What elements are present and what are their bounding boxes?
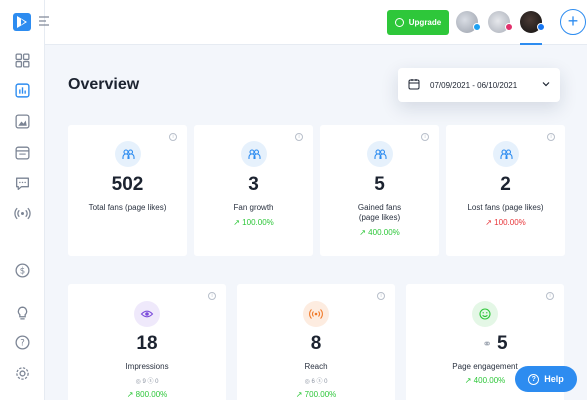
stat-change-up: ↗ 800.00% xyxy=(68,390,226,399)
paid-value: 0 xyxy=(155,379,159,385)
info-icon[interactable]: i xyxy=(295,133,303,141)
eye-icon xyxy=(134,301,160,327)
facebook-badge-icon xyxy=(537,23,545,31)
stat-change-value: 700.00% xyxy=(304,390,337,399)
stat-change-up: ↗ 100.00% xyxy=(194,218,313,227)
dashboard-icon[interactable] xyxy=(14,52,31,69)
calendar-icon xyxy=(408,78,420,92)
app-logo[interactable] xyxy=(12,12,32,32)
stat-value: 2 xyxy=(500,174,511,195)
upgrade-icon xyxy=(394,18,404,27)
stat-change-value: 400.00% xyxy=(473,376,506,385)
billing-icon[interactable]: $ xyxy=(14,262,31,279)
svg-text:?: ? xyxy=(20,339,25,349)
paid-icon: ⓢ xyxy=(316,379,323,385)
broadcast-icon xyxy=(303,301,329,327)
organic-value: 6 xyxy=(311,379,315,385)
top-bar: Upgrade + xyxy=(39,0,587,45)
active-account-indicator xyxy=(520,43,542,45)
stat-label: Lost fans (page likes) xyxy=(467,203,544,212)
stat-label: Fan growth xyxy=(233,203,274,212)
arrow-up-right-icon: ↗ xyxy=(126,390,134,399)
stat-change-value: 100.00% xyxy=(494,218,526,227)
stat-value: 8 xyxy=(310,333,322,354)
smile-icon xyxy=(472,301,498,327)
stat-card-impressions: i 18 Impressions ◎ 9 ⓢ 0 ↗ 800.00% xyxy=(68,284,226,400)
stat-card-fan-growth: i 3 Fan growth ↗ 100.00% xyxy=(194,125,313,256)
stat-label: Gained fans (page likes) xyxy=(357,203,402,222)
account-avatar-instagram[interactable] xyxy=(488,11,513,33)
stat-value: 18 xyxy=(136,333,158,354)
stat-label: Page engagement xyxy=(452,362,518,371)
account-avatar-twitter[interactable] xyxy=(456,11,481,33)
help-label: Help xyxy=(544,374,564,384)
upgrade-label: Upgrade xyxy=(408,18,442,27)
stat-card-gained-fans: i 5 Gained fans (page likes) ↗ 400.00% xyxy=(320,125,439,256)
stat-change-up: ↗ 700.00% xyxy=(237,390,395,399)
paid-icon: ⓢ xyxy=(147,379,154,385)
arrow-up-right-icon: ↗ xyxy=(233,218,240,227)
calendar-icon[interactable] xyxy=(14,144,31,161)
svg-text:$: $ xyxy=(20,267,25,277)
stat-change-down: ↗ 100.00% xyxy=(446,218,565,227)
info-icon[interactable]: i xyxy=(208,292,216,300)
stat-card-total-fans: i 502 Total fans (page likes) xyxy=(68,125,187,256)
sidebar: $ ? xyxy=(0,0,45,400)
image-icon[interactable] xyxy=(14,113,31,130)
menu-toggle-icon[interactable] xyxy=(37,14,51,28)
stat-value: 502 xyxy=(111,174,144,195)
stat-label: Impressions xyxy=(125,362,169,371)
arrow-up-right-icon: ↗ xyxy=(464,376,472,385)
organic-icon: ◎ xyxy=(135,379,141,385)
account-avatar-facebook[interactable] xyxy=(520,11,545,33)
stat-sub-breakdown: ◎ 9 ⓢ 0 xyxy=(68,376,226,385)
date-range-picker[interactable]: 07/09/2021 - 06/10/2021 xyxy=(398,68,560,102)
users-icon xyxy=(114,141,141,167)
chevron-down-icon xyxy=(542,80,550,88)
stat-change-value: 800.00% xyxy=(135,390,168,399)
help-button[interactable]: ? Help xyxy=(515,366,577,392)
broadcast-icon[interactable] xyxy=(14,205,31,222)
arrow-up-right-icon: ↗ xyxy=(295,390,303,399)
info-icon[interactable]: i xyxy=(546,292,554,300)
info-icon[interactable]: i xyxy=(377,292,385,300)
page-title: Overview xyxy=(68,76,140,93)
info-icon[interactable]: i xyxy=(421,133,429,141)
help-icon[interactable]: ? xyxy=(14,334,31,351)
stat-change-value: 400.00% xyxy=(368,228,400,237)
stat-change-up: ↗ 400.00% xyxy=(320,228,439,237)
organic-value: 9 xyxy=(142,379,146,385)
stat-value: 3 xyxy=(248,174,259,195)
stat-change-up: ↗ 400.00% xyxy=(406,376,564,385)
info-icon[interactable]: i xyxy=(547,133,555,141)
arrow-up-right-icon: ↗ xyxy=(359,228,366,237)
stat-card-reach: i 8 Reach ◎ 6 ⓢ 0 ↗ 700.00% xyxy=(237,284,395,400)
date-range-value: 07/09/2021 - 06/10/2021 xyxy=(430,80,518,90)
question-icon: ? xyxy=(528,373,540,385)
stat-label: Reach xyxy=(304,362,328,371)
stat-value: 5 xyxy=(496,333,508,354)
stat-sub-breakdown: ◎ 6 ⓢ 0 xyxy=(237,376,395,385)
stat-value: 5 xyxy=(374,174,385,195)
instagram-badge-icon xyxy=(505,23,513,31)
link-icon: ⚭ xyxy=(482,338,492,351)
arrow-down-left-icon: ↗ xyxy=(485,218,492,227)
twitter-badge-icon xyxy=(473,23,481,31)
stat-change-value: 100.00% xyxy=(242,218,274,227)
paid-value: 0 xyxy=(324,379,328,385)
upgrade-button[interactable]: Upgrade xyxy=(387,10,449,35)
analytics-icon[interactable] xyxy=(14,82,31,99)
info-icon[interactable]: i xyxy=(169,133,177,141)
users-icon xyxy=(240,141,267,167)
settings-icon[interactable] xyxy=(14,365,31,382)
add-account-button[interactable]: + xyxy=(560,9,586,35)
stat-label: Total fans (page likes) xyxy=(88,203,167,212)
ideas-icon[interactable] xyxy=(14,304,31,321)
users-icon xyxy=(492,141,519,167)
stat-value-row: ⚭ 5 xyxy=(406,333,564,355)
users-icon xyxy=(366,141,393,167)
message-icon[interactable] xyxy=(14,175,31,192)
organic-icon: ◎ xyxy=(304,379,310,385)
stat-card-lost-fans: i 2 Lost fans (page likes) ↗ 100.00% xyxy=(446,125,565,256)
